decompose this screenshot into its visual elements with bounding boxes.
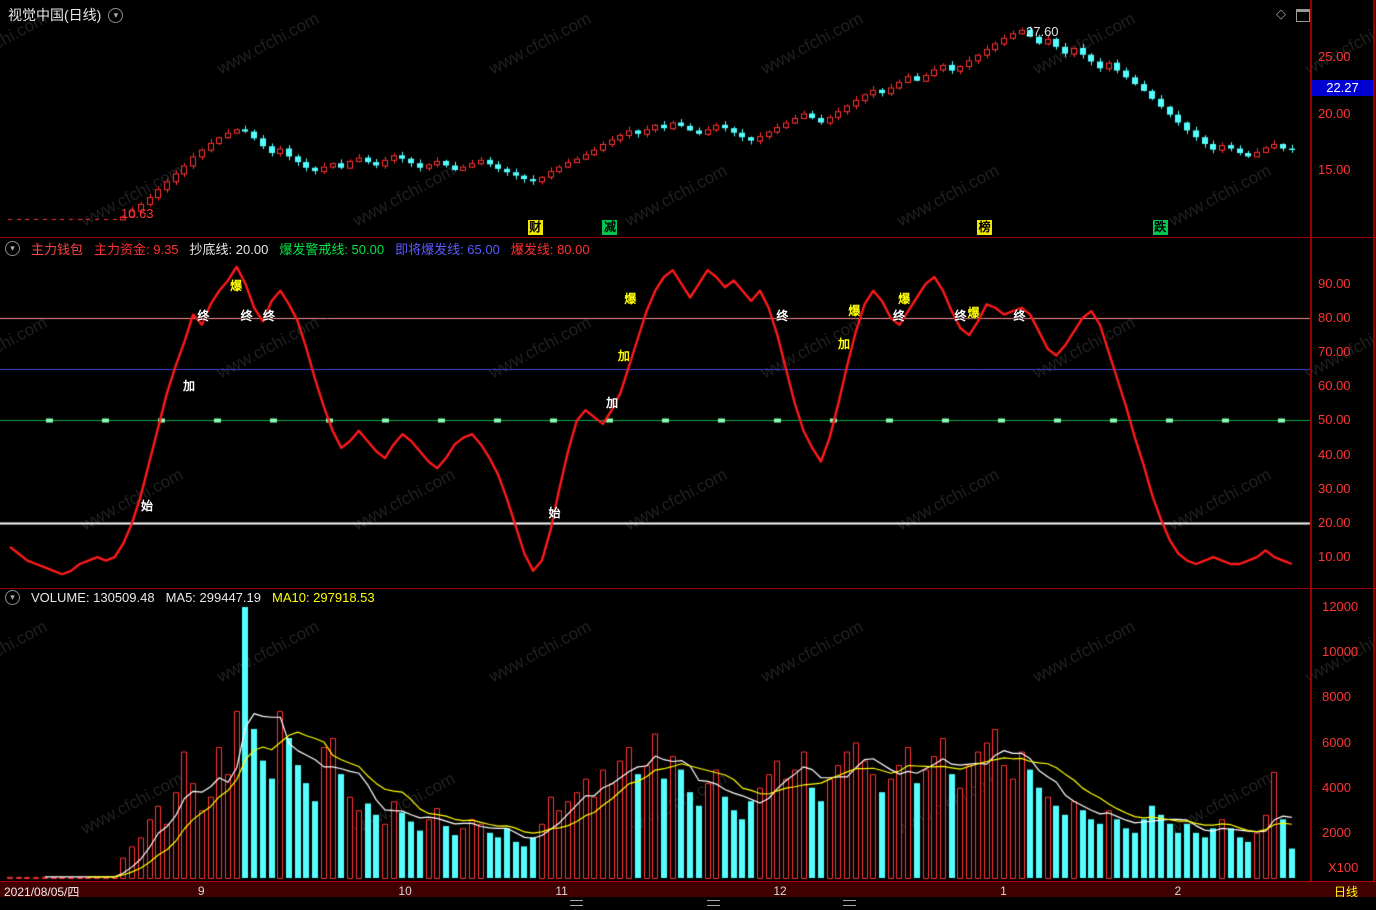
indicator-signal-label: 加 bbox=[182, 379, 195, 394]
indicator-signal-label: 终 bbox=[1013, 309, 1026, 324]
volume-legend-item: MA5: 299447.19 bbox=[165, 589, 261, 605]
high-price-label: 27.60 bbox=[1026, 24, 1059, 39]
indicator-axis-tick: 60.00 bbox=[1318, 378, 1351, 394]
volume-axis-tick: 12000 bbox=[1322, 599, 1359, 615]
indicator-signal-label: 终 bbox=[262, 309, 275, 324]
indicator-legend-item: 主力资金: 9.35 bbox=[94, 241, 179, 257]
indicator-legend-item: 抄底线: 20.00 bbox=[189, 241, 269, 257]
indicator-axis-tick: 40.00 bbox=[1318, 446, 1351, 462]
volume-header: ▾ VOLUME: 130509.48 MA5: 299447.19 MA10:… bbox=[5, 589, 375, 605]
indicator-signal-label: 爆 bbox=[898, 292, 911, 307]
month-label: 10 bbox=[398, 884, 412, 898]
indicator-signal-label: 爆 bbox=[624, 292, 637, 307]
indicator-axis-tick: 20.00 bbox=[1318, 515, 1351, 530]
splitter-mark bbox=[843, 900, 857, 906]
indicator-signal-label: 加 bbox=[606, 396, 619, 411]
volume-axis-tick: 2000 bbox=[1322, 824, 1351, 840]
indicator-signal-label: 终 bbox=[240, 309, 253, 324]
status-date: 2021/08/05/四 bbox=[4, 885, 80, 899]
indicator-axis-tick: 70.00 bbox=[1318, 344, 1351, 360]
volume-axis-tick: 8000 bbox=[1322, 689, 1351, 705]
indicator-axis-tick: 30.00 bbox=[1318, 480, 1351, 496]
event-tag[interactable]: 榜 bbox=[977, 220, 993, 235]
indicator-legend-item: 爆发警戒线: 50.00 bbox=[279, 241, 385, 257]
status-bar: 2021/08/05/四 日线 bbox=[0, 881, 1376, 899]
diamond-icon[interactable]: ◇ bbox=[1276, 6, 1286, 21]
splitter-mark bbox=[569, 900, 583, 906]
right-border-line bbox=[1373, 0, 1375, 881]
title-bar: 视觉中国(日线) ▾ bbox=[8, 5, 124, 25]
indicator-dropdown-icon[interactable]: ▾ bbox=[5, 240, 20, 256]
indicator-signal-label: 加 bbox=[617, 348, 630, 363]
volume-legend-item[interactable]: VOLUME: 130509.48 bbox=[31, 589, 155, 605]
event-tag[interactable]: 减 bbox=[602, 220, 618, 235]
indicator-header: ▾ 主力钱包 主力资金: 9.35 抄底线: 20.00 爆发警戒线: 50.0… bbox=[5, 240, 590, 257]
indicator-axis-tick: 80.00 bbox=[1318, 309, 1351, 325]
month-label: 12 bbox=[773, 884, 787, 898]
volume-dropdown-icon[interactable]: ▾ bbox=[5, 589, 20, 605]
volume-unit-label: X100 bbox=[1328, 860, 1359, 875]
volume-legend-item: MA10: 297918.53 bbox=[271, 589, 375, 605]
price-axis-tick: 25.00 bbox=[1318, 49, 1351, 64]
indicator-signal-label: 始 bbox=[141, 498, 154, 513]
volume-axis-tick: 4000 bbox=[1322, 779, 1351, 795]
indicator-signal-label: 始 bbox=[548, 505, 561, 520]
indicator-axis-tick: 90.00 bbox=[1318, 275, 1351, 291]
axis-line-vertical bbox=[1310, 0, 1312, 881]
window-mode-icon[interactable] bbox=[1296, 9, 1310, 22]
event-tag[interactable]: 财 bbox=[527, 220, 543, 235]
volume-axis-tick: 6000 bbox=[1322, 734, 1351, 750]
indicator-signal-label: 终 bbox=[197, 309, 210, 324]
indicator-legend-item: 即将爆发线: 65.00 bbox=[395, 241, 500, 257]
chart-canvas[interactable] bbox=[0, 0, 1376, 880]
indicator-legend-item: 爆发线: 80.00 bbox=[510, 241, 590, 257]
indicator-axis-tick: 50.00 bbox=[1318, 412, 1351, 428]
indicator-signal-label: 爆 bbox=[230, 278, 243, 293]
indicator-signal-label: 爆 bbox=[848, 304, 861, 319]
price-axis-tick: 15.00 bbox=[1318, 162, 1351, 177]
indicator-signal-label: 终 bbox=[776, 309, 789, 324]
month-label: 2 bbox=[1174, 884, 1182, 898]
month-label: 9 bbox=[197, 884, 205, 898]
indicator-signal-label: 终 bbox=[954, 309, 967, 324]
indicator-name[interactable]: 主力钱包 bbox=[31, 241, 84, 257]
indicator-signal-label: 终 bbox=[892, 309, 905, 324]
indicator-signal-label: 爆 bbox=[967, 305, 980, 320]
bottom-strip bbox=[0, 897, 1376, 910]
month-label: 11 bbox=[555, 884, 568, 898]
price-axis-tick: 20.00 bbox=[1318, 105, 1351, 121]
event-tag[interactable]: 跌 bbox=[1152, 220, 1168, 235]
symbol-title: 视觉中国(日线) bbox=[8, 7, 102, 23]
period-label[interactable]: 日线 bbox=[1334, 885, 1359, 899]
start-price-label: 10.63 bbox=[121, 206, 154, 221]
indicator-axis-tick: 10.00 bbox=[1318, 549, 1351, 565]
symbol-dropdown-icon[interactable]: ▾ bbox=[108, 7, 124, 23]
month-label: 1 bbox=[1000, 884, 1007, 898]
panel-separator bbox=[0, 588, 1376, 589]
volume-axis-tick: 10000 bbox=[1322, 644, 1359, 660]
indicator-signal-label: 加 bbox=[837, 336, 850, 351]
splitter-mark bbox=[707, 900, 721, 906]
panel-separator bbox=[0, 237, 1376, 238]
current-price-tag: 22.27 bbox=[1311, 80, 1374, 96]
